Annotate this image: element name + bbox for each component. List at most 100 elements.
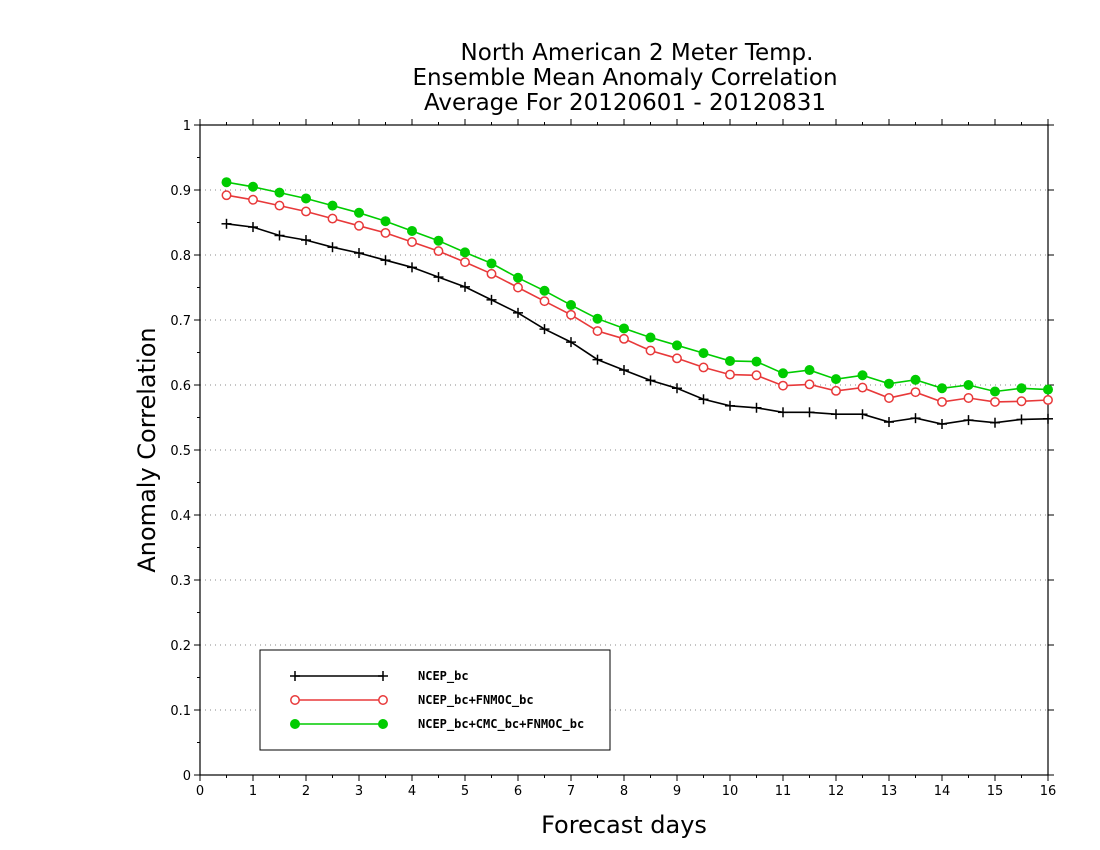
data-point [857,382,868,393]
data-point [433,246,444,257]
data-point [937,383,947,394]
legend-label: NCEP_bc+FNMOC_bc [418,693,534,708]
data-point [380,255,391,266]
data-point [619,323,629,334]
data-point [698,362,709,373]
data-point [751,402,762,413]
legend-label: NCEP_bc+CMC_bc+FNMOC_bc [418,717,584,732]
data-point [539,324,550,335]
data-point [221,218,232,229]
x-tick-label: 14 [934,784,951,799]
data-point [1043,384,1053,395]
data-point [910,413,921,424]
data-point [963,415,974,426]
data-point [884,417,894,428]
data-point [910,374,921,385]
data-point [804,365,815,376]
data-point [592,326,603,336]
data-point [937,396,947,407]
data-point [725,355,735,366]
title-line-1: North American 2 Meter Temp. [461,40,814,66]
data-point [1016,383,1027,394]
data-point [831,409,841,420]
data-point [910,387,921,398]
x-tick-label: 13 [881,784,898,799]
data-point [672,340,682,351]
data-point [831,374,841,385]
data-point [725,369,735,380]
data-point [698,348,709,359]
data-point [301,235,311,246]
data-point [380,227,391,238]
data-point [566,300,576,311]
data-point [380,216,391,227]
x-tick-label: 3 [355,784,363,799]
x-tick-label: 0 [196,784,204,799]
data-point [778,368,788,379]
series-0 [221,218,1053,429]
data-point [645,375,656,386]
data-point [539,285,550,296]
x-tick-label: 5 [461,784,469,799]
data-point [274,230,285,241]
y-tick-label: 0.7 [170,314,191,329]
data-point [619,365,629,376]
grid [200,189,1048,711]
data-point [566,337,576,348]
data-point [290,695,300,705]
y-tick-label: 0.5 [170,444,191,459]
data-point [884,378,894,389]
data-point [804,407,815,418]
data-point [963,393,974,403]
data-point [221,177,232,188]
data-point [407,225,417,236]
data-point [1043,413,1053,424]
y-tick-label: 0.9 [170,184,191,199]
data-point [857,409,868,420]
data-point [354,207,364,218]
x-tick-label: 16 [1040,784,1057,799]
data-point [804,379,815,390]
data-point [354,220,364,231]
data-point [407,237,417,247]
data-point [672,353,682,364]
y-tick-label: 1 [183,119,191,134]
data-point [778,380,788,391]
data-point [963,380,974,390]
series-1 [221,190,1053,407]
x-tick-label: 2 [302,784,310,799]
data-point [1016,414,1027,425]
data-point [433,235,444,246]
y-tick-label: 0.2 [170,639,191,654]
series [221,177,1053,429]
title-line-2: Ensemble Mean Anomaly Correlation [412,65,837,91]
data-point [990,386,1000,397]
y-tick-label: 0.6 [170,379,191,394]
data-point [378,719,388,729]
x-axis-label: Forecast days [541,811,707,839]
data-point [990,417,1000,428]
data-point [566,309,576,320]
data-point [301,206,311,217]
data-point [433,272,444,283]
data-point [327,213,338,224]
y-axis-label: Anomaly Correlation [133,327,161,572]
data-point [460,247,470,258]
data-point [857,370,868,381]
x-tick-label: 6 [514,784,522,799]
data-point [990,396,1000,407]
data-point [513,272,523,283]
data-point [592,313,603,324]
data-point [486,258,497,269]
data-point [539,296,550,307]
series-line [226,194,1049,403]
data-point [378,695,388,705]
x-tick-label: 7 [567,784,575,799]
data-point [751,370,762,381]
data-point [778,407,788,418]
series-2 [221,177,1053,397]
data-point [619,333,629,344]
data-point [1016,396,1027,407]
data-point [248,222,258,233]
chart-title: North American 2 Meter Temp. Ensemble Me… [412,40,837,116]
